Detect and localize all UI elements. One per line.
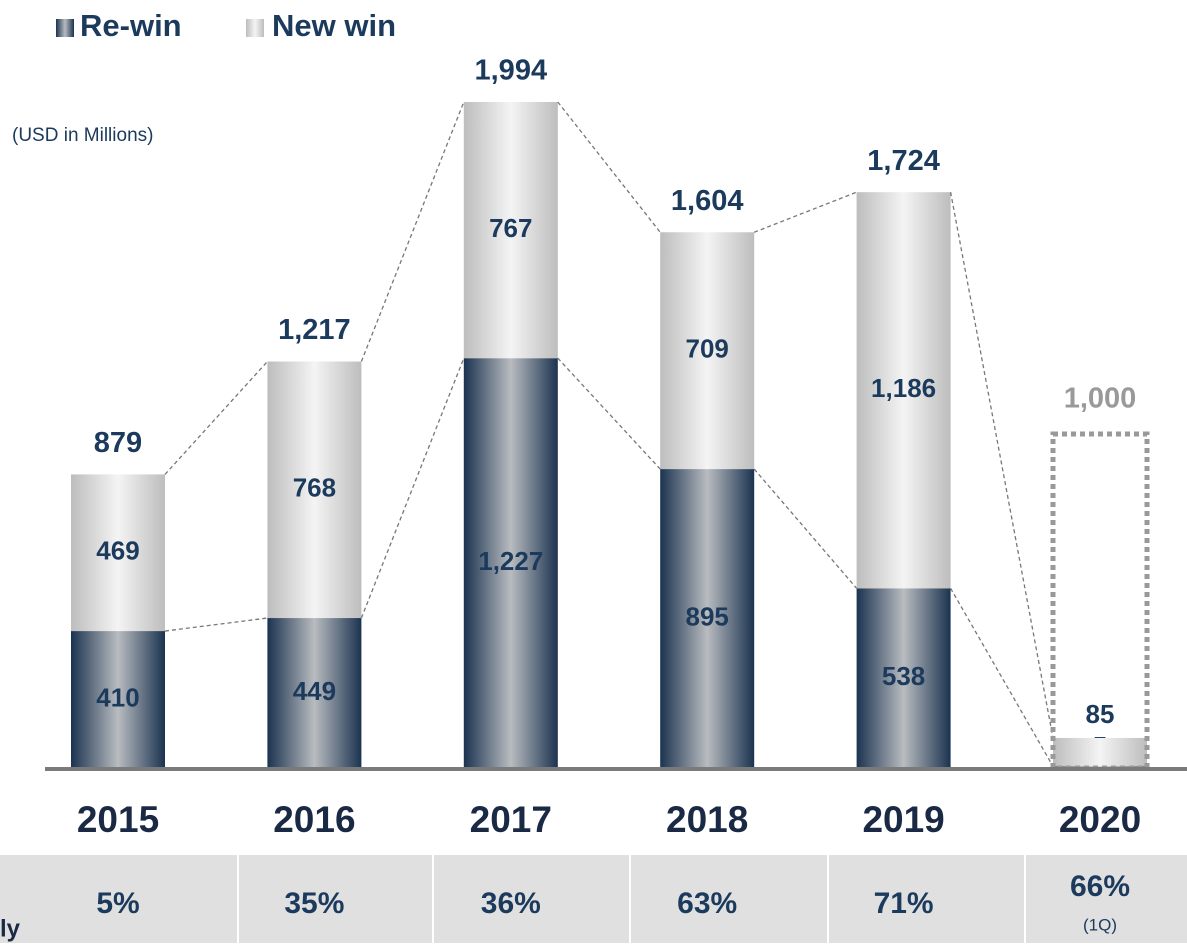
value-label: 767 xyxy=(489,213,532,243)
table-value: 36% xyxy=(481,887,541,920)
connector xyxy=(753,468,858,589)
x-tick-label: 2015 xyxy=(77,799,159,840)
value-label: 1,227 xyxy=(478,546,543,576)
connector xyxy=(164,361,268,475)
value-label: 449 xyxy=(293,676,336,706)
new-win-bar xyxy=(1053,737,1147,767)
x-tick-label: 2017 xyxy=(470,799,552,840)
value-label: 85 xyxy=(1086,699,1115,729)
re-win-bar xyxy=(71,631,165,768)
re-win-bar xyxy=(267,618,362,768)
target-label: 1,000 xyxy=(1064,383,1137,415)
x-tick-label: 2018 xyxy=(666,799,748,840)
table-value: 66% xyxy=(1070,870,1130,903)
total-label: 1,994 xyxy=(475,55,548,87)
connector xyxy=(753,191,857,233)
new-win-bar xyxy=(856,192,951,589)
value-label: 895 xyxy=(686,601,729,631)
table-value: 63% xyxy=(677,887,737,920)
table-value: 35% xyxy=(284,887,344,920)
value-label: 410 xyxy=(96,682,139,712)
legend-swatch xyxy=(246,19,264,37)
table-value: 5% xyxy=(96,887,139,920)
target-box xyxy=(1050,431,1150,771)
value-label: 709 xyxy=(686,334,729,364)
value-label: 469 xyxy=(96,536,139,566)
legend-swatch xyxy=(56,19,74,37)
new-win-bar xyxy=(463,102,558,359)
x-tick-label: 2016 xyxy=(273,799,355,840)
new-win-bar xyxy=(71,474,165,632)
new-win-bar xyxy=(660,232,755,470)
connector xyxy=(557,101,661,233)
table-value: 71% xyxy=(874,887,934,920)
total-label: 1,217 xyxy=(278,314,351,346)
re-win-bar xyxy=(856,588,951,768)
value-label: 538 xyxy=(882,661,925,691)
table-note: (1Q) xyxy=(1083,915,1117,934)
table-row-label: ly xyxy=(0,915,21,942)
connector xyxy=(949,192,1054,739)
value-label: 768 xyxy=(293,473,336,503)
connector xyxy=(557,357,661,470)
legend-label: Re-win xyxy=(80,8,182,43)
total-label: 1,604 xyxy=(671,185,744,217)
re-win-bar xyxy=(463,358,558,768)
connector xyxy=(360,101,465,362)
total-label: 1,724 xyxy=(867,145,940,177)
total-label: 879 xyxy=(94,427,142,459)
unit-label: (USD in Millions) xyxy=(12,125,153,146)
legend-label: New win xyxy=(272,8,396,43)
connector xyxy=(950,587,1054,767)
x-tick-label: 2019 xyxy=(862,799,944,840)
connector xyxy=(360,357,465,619)
connector xyxy=(164,617,268,632)
table-background xyxy=(0,855,1187,943)
x-tick-label: 2020 xyxy=(1059,799,1141,840)
new-win-bar xyxy=(267,361,362,619)
re-win-bar xyxy=(660,469,755,768)
value-label: 1,186 xyxy=(871,373,936,403)
